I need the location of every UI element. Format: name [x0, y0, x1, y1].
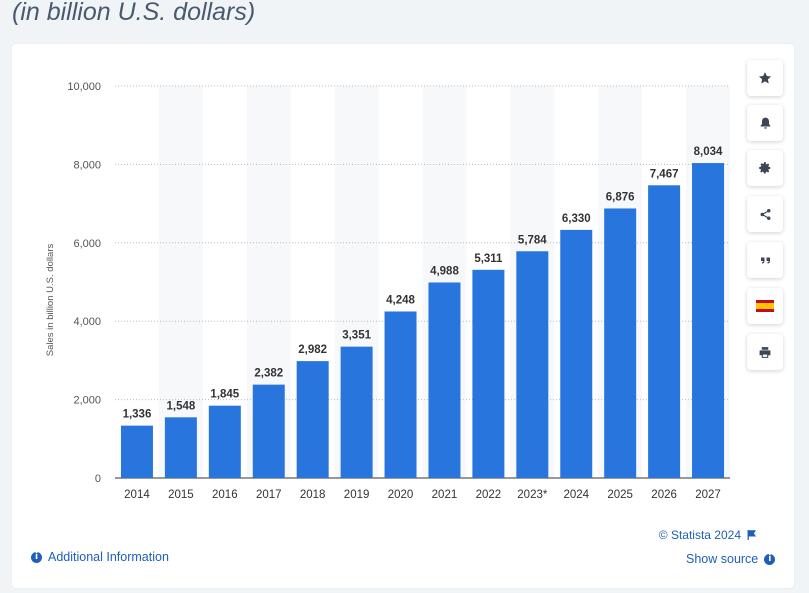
show-source-label: Show source	[686, 552, 759, 566]
data-label: 1,845	[210, 389, 239, 401]
bar	[428, 282, 461, 478]
print-button[interactable]	[747, 334, 783, 370]
data-label: 2,982	[298, 344, 327, 356]
chart-card: 0 2,000 4,000 6,000 8,000 10,000 Sales in bill…	[12, 44, 794, 588]
cite-button[interactable]	[747, 242, 783, 278]
gear-icon	[759, 162, 771, 174]
quote-icon	[760, 257, 770, 264]
x-tick-label: 2023*	[517, 489, 548, 501]
x-tick-label: 2022	[476, 489, 502, 501]
data-label: 4,988	[430, 265, 459, 277]
bar	[296, 361, 329, 478]
y-axis-title: Sales in billion U.S. dollars	[45, 244, 56, 357]
info-icon: i	[31, 551, 42, 563]
flag-icon	[747, 530, 756, 540]
x-tick-label: 2021	[432, 489, 458, 501]
bar	[120, 425, 153, 478]
data-label: 8,034	[694, 146, 723, 158]
x-tick-label: 2020	[388, 489, 414, 501]
data-label: 6,876	[606, 191, 635, 203]
y-tick-label: 4,000	[73, 316, 101, 328]
x-tick-label: 2016	[212, 489, 238, 501]
x-tick-label: 2018	[300, 489, 326, 501]
x-tick-label: 2017	[256, 489, 282, 501]
x-tick-label: 2015	[168, 489, 194, 501]
bar	[472, 269, 505, 478]
data-label: 1,548	[167, 400, 196, 412]
data-label: 5,311	[474, 253, 503, 265]
y-tick-label: 10,000	[67, 81, 101, 93]
share-button[interactable]	[747, 196, 783, 232]
bell-icon	[760, 117, 770, 129]
data-label: 7,467	[650, 168, 679, 180]
x-tick-label: 2027	[695, 489, 721, 501]
x-tick-label: 2025	[607, 489, 633, 501]
y-tick-label: 0	[95, 473, 101, 485]
y-tick-label: 6,000	[73, 238, 101, 250]
bar	[692, 163, 725, 478]
x-tick-label: 2026	[651, 489, 677, 501]
data-label: 6,330	[562, 213, 591, 225]
y-tick-label: 2,000	[73, 395, 101, 407]
copyright-text: © Statista 2024	[658, 528, 741, 542]
x-tick-label: 2014	[124, 489, 150, 501]
y-tick-label: 8,000	[73, 159, 101, 171]
favorite-button[interactable]	[747, 60, 783, 96]
additional-information-label: Additional Information	[48, 550, 169, 564]
bar-chart: 0 2,000 4,000 6,000 8,000 10,000 Sales in bill…	[45, 81, 730, 501]
bar	[604, 208, 637, 478]
bar	[516, 251, 549, 478]
data-label: 3,351	[342, 330, 371, 342]
chart-subtitle: (in billion U.S. dollars)	[12, 0, 256, 26]
x-tick-label: 2024	[563, 489, 589, 501]
bar	[384, 311, 417, 478]
additional-information-link[interactable]: i Additional Information	[31, 550, 169, 564]
data-label: 1,336	[123, 409, 152, 421]
star-icon	[758, 72, 772, 84]
bar	[340, 346, 373, 478]
share-icon	[760, 208, 770, 220]
bar	[208, 405, 241, 478]
bar	[164, 417, 197, 478]
info-icon: i	[764, 553, 776, 565]
print-icon	[759, 346, 771, 358]
data-label: 4,248	[386, 294, 415, 306]
copyright[interactable]: © Statista 2024	[659, 528, 756, 542]
bar	[252, 384, 285, 478]
notification-button[interactable]	[747, 105, 783, 141]
bar	[648, 185, 681, 479]
bar	[560, 229, 593, 478]
language-button[interactable]	[747, 288, 783, 324]
show-source-link[interactable]: Show source i	[686, 552, 776, 566]
settings-button[interactable]	[747, 150, 783, 186]
column-band	[158, 86, 203, 478]
data-label: 5,784	[518, 234, 547, 246]
x-tick-label: 2019	[344, 489, 370, 501]
data-label: 2,382	[254, 368, 283, 380]
spain-flag-icon	[756, 300, 774, 312]
